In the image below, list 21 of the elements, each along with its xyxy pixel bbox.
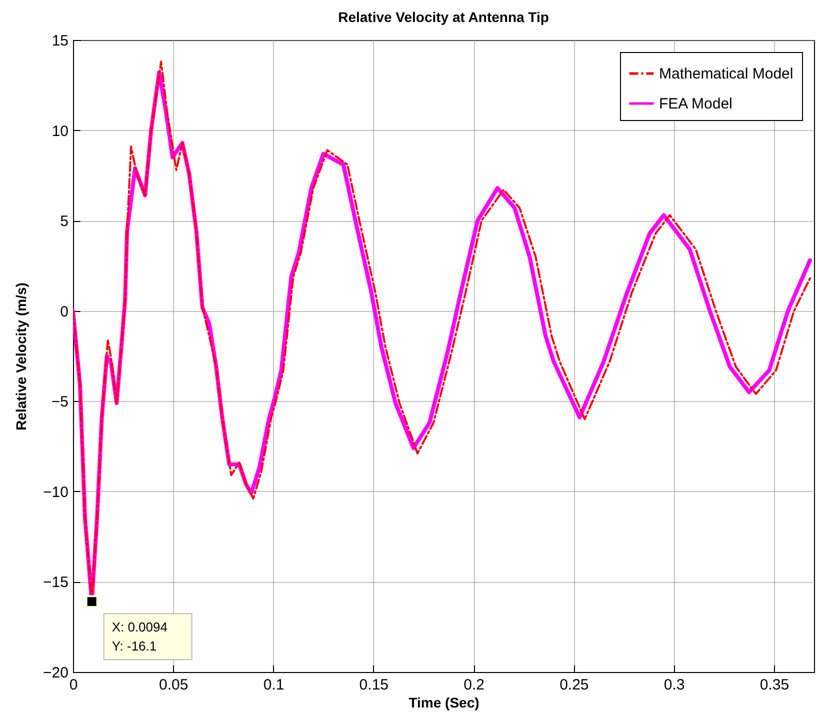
x-axis-title: Time (Sec) bbox=[408, 694, 480, 710]
y-tick-label: 15 bbox=[52, 32, 68, 50]
x-tick-label: 0.2 bbox=[464, 676, 484, 694]
y-axis-title: Relative Velocity (m/s) bbox=[13, 282, 30, 430]
legend-label: Mathematical Model bbox=[659, 66, 794, 82]
y-tick-label: −15 bbox=[43, 574, 68, 592]
x-tick-label: 0.25 bbox=[560, 676, 589, 694]
x-tick-label: 0.3 bbox=[664, 676, 685, 694]
x-tick-label: 0.05 bbox=[159, 676, 188, 694]
x-tick-label: 0.15 bbox=[359, 676, 389, 694]
annotation: X: 0.0094 Y: -16.1 bbox=[112, 620, 168, 654]
y-tick-label: 0 bbox=[60, 303, 68, 320]
y-tick-label: −20 bbox=[43, 664, 68, 682]
y-tick-label: 5 bbox=[60, 213, 68, 230]
legend-label: FEA Model bbox=[659, 96, 732, 112]
y-tick-label: 10 bbox=[52, 122, 68, 140]
chart-title: Relative Velocity at Antenna Tip bbox=[338, 9, 549, 25]
y-tick-label: −10 bbox=[43, 484, 68, 501]
y-tick-label: −5 bbox=[51, 394, 68, 411]
x-tick-label: 0.35 bbox=[760, 676, 790, 694]
x-tick-label: 0.1 bbox=[263, 676, 284, 694]
